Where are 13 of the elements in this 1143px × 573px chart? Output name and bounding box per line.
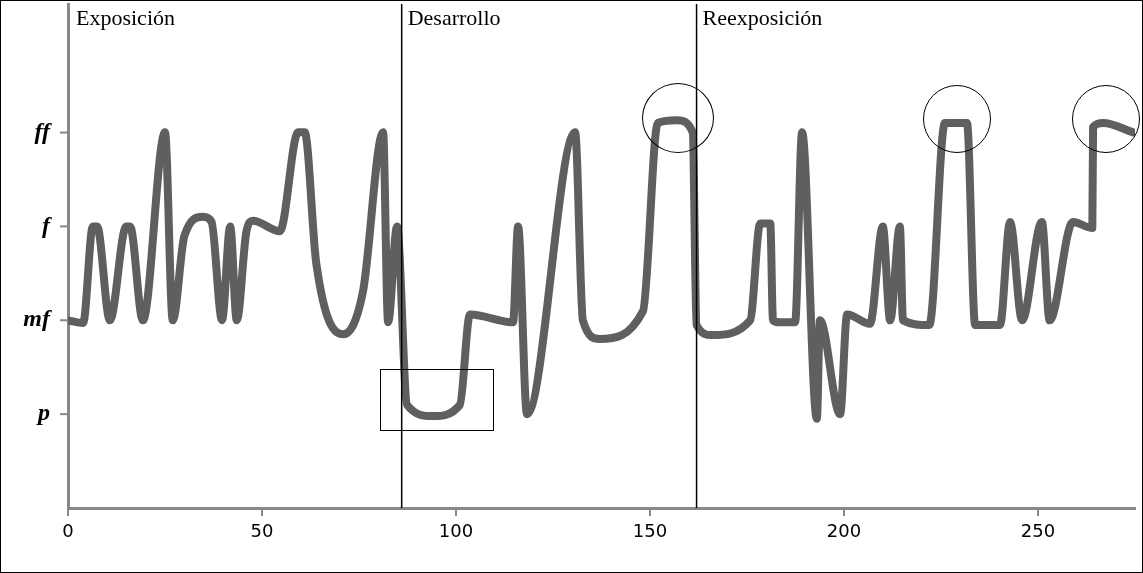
x-tick-label: 50 [250, 520, 274, 542]
text: p [36, 399, 50, 426]
x-tick-label: 0 [62, 520, 74, 542]
x-tick-label: 150 [632, 520, 668, 542]
ref-line-label: Desarrollo [407, 4, 501, 30]
text: mf [23, 305, 52, 332]
text: ff [34, 117, 52, 144]
x-tick-label: 100 [438, 520, 474, 542]
x-tick-label: 250 [1020, 520, 1056, 542]
x-tick-label: 200 [826, 520, 862, 542]
ref-line-label: Reexposición [702, 4, 823, 30]
text: f [42, 211, 52, 238]
text: Exposición [76, 4, 175, 30]
